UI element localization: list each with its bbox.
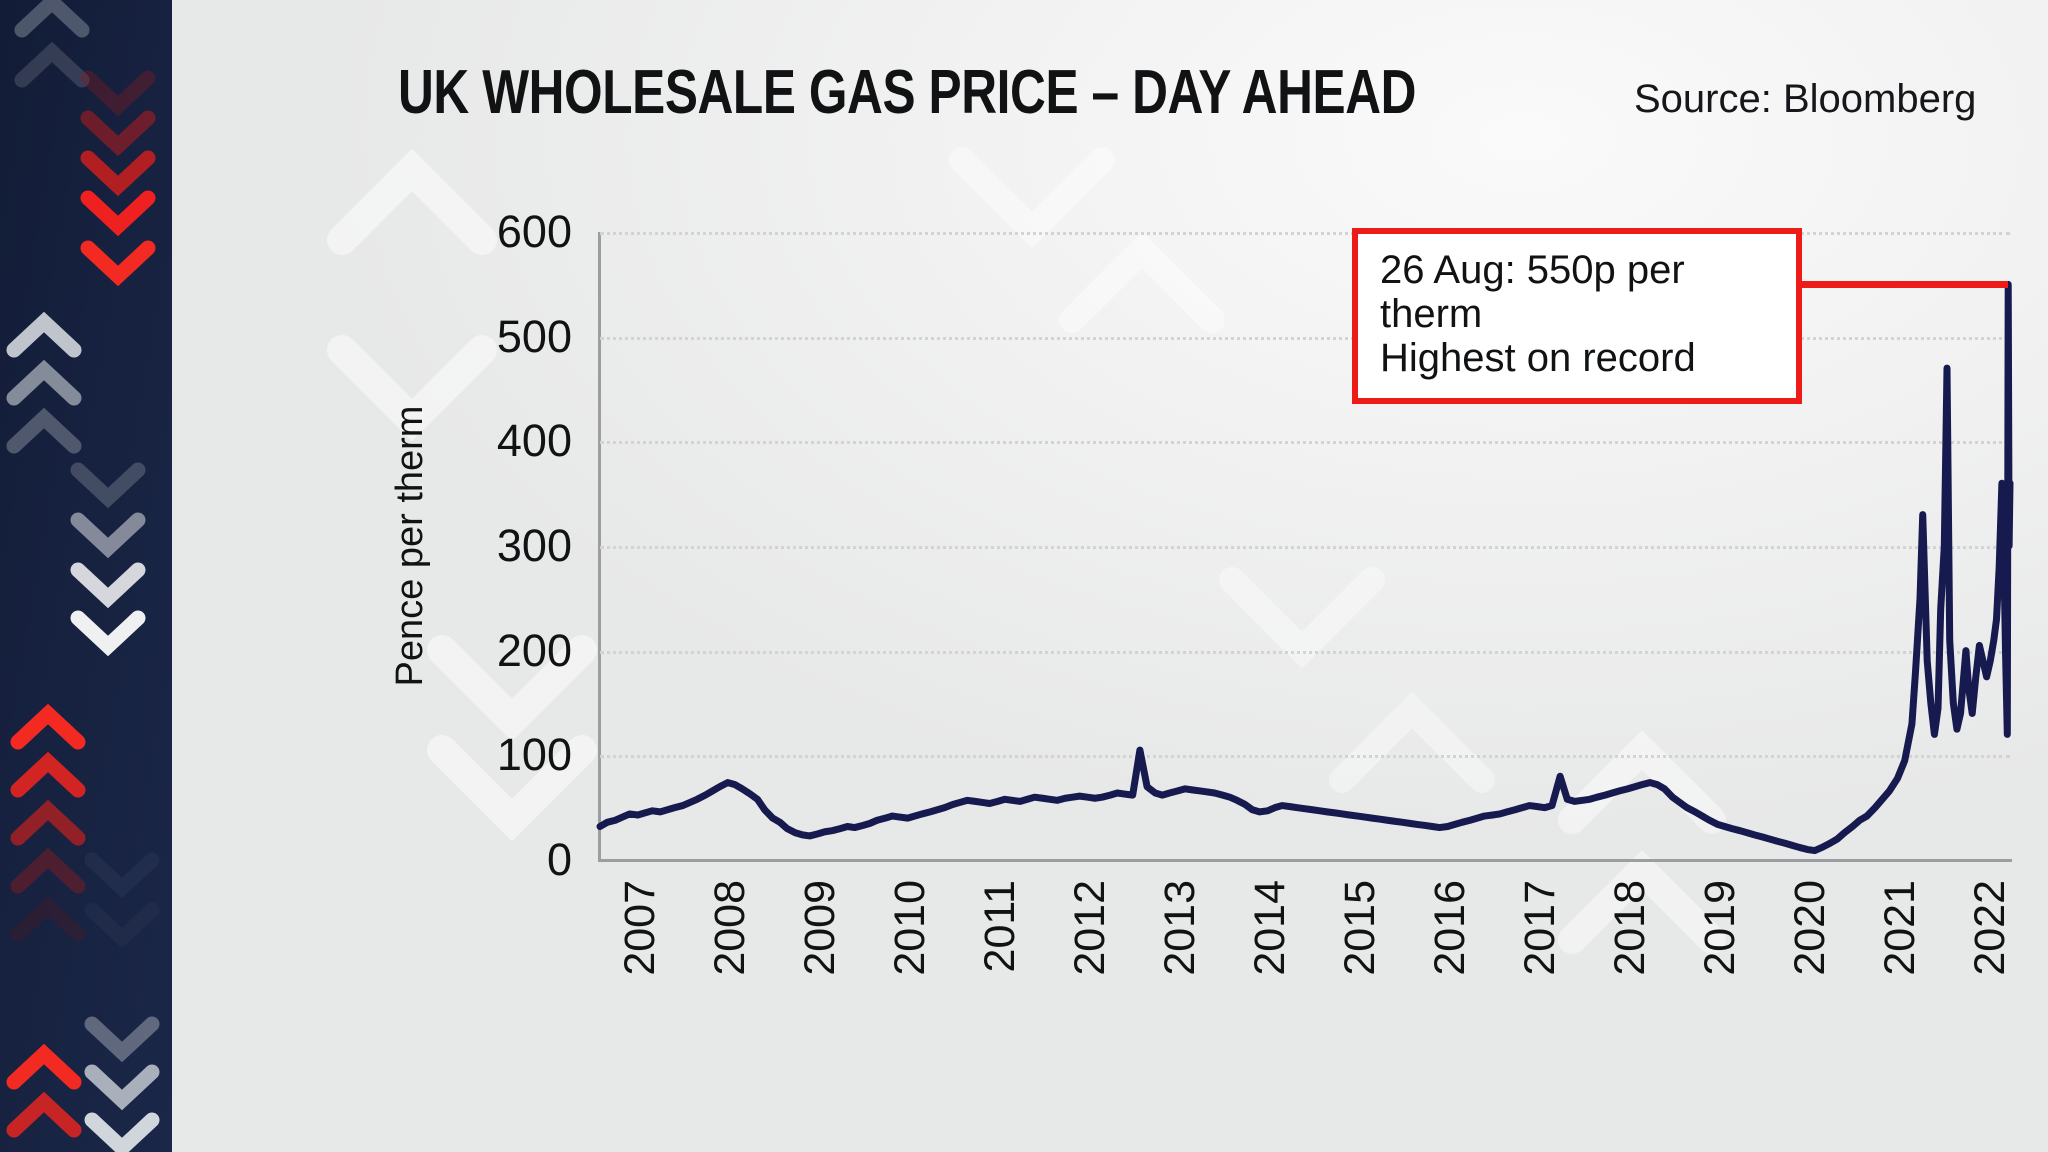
chart-panel: UK WHOLESALE GAS PRICE – DAY AHEAD Sourc… (172, 0, 2048, 1152)
series-path (596, 280, 2014, 855)
plot-area (596, 232, 2014, 860)
x-axis-tick-label: 2011 (975, 880, 1024, 973)
gridline (600, 441, 2010, 445)
source-label: Source: Bloomberg (1634, 77, 1977, 121)
x-axis-spine (598, 859, 2012, 862)
x-axis-tick-label: 2022 (1965, 880, 2014, 976)
x-axis-tick-label: 2009 (795, 880, 844, 976)
y-axis-tick-label: 200 (496, 624, 572, 676)
x-axis-tick-label: 2012 (1065, 880, 1114, 976)
annotation-line-2: therm (1380, 292, 1483, 336)
x-axis-tick-label: 2020 (1785, 880, 1834, 976)
gridline (600, 232, 2010, 235)
gridline (600, 650, 2010, 654)
x-axis-tick-label: 2015 (1335, 880, 1384, 976)
page-title: UK WHOLESALE GAS PRICE – DAY AHEAD (398, 58, 1417, 127)
annotation-connector-line (1802, 281, 2009, 289)
x-axis-tick-label: 2017 (1515, 880, 1564, 976)
y-axis-spine (598, 232, 601, 862)
x-axis-tick-label: 2019 (1695, 880, 1744, 976)
annotation-callout: 26 Aug: 550p per therm Highest on record (1352, 228, 1802, 404)
gridline (600, 755, 2010, 759)
price-line-series (596, 280, 2014, 855)
y-axis-tick-label: 600 (496, 206, 572, 257)
x-axis-tick-label: 2013 (1155, 880, 1204, 976)
chevron-pattern-icon (6, 0, 160, 1152)
y-axis-tick-label: 100 (496, 729, 572, 781)
annotation-line-1: 26 Aug: 550p per (1380, 248, 1685, 292)
y-axis-tick-label: 0 (546, 834, 572, 885)
y-axis-tick-label: 500 (496, 310, 572, 362)
decorative-sidebar (0, 0, 172, 1152)
watermark-chevrons-bottom-icon (427, 635, 597, 842)
x-axis-tick-label: 2014 (1245, 880, 1294, 976)
annotation-line-3: Highest on record (1380, 336, 1696, 380)
watermark-chevrons-left-icon (327, 148, 497, 442)
gridline (600, 336, 2010, 340)
x-axis-tick-label: 2016 (1425, 880, 1474, 976)
x-axis-tick-label: 2008 (705, 880, 754, 976)
y-axis-tick-label: 300 (496, 520, 572, 571)
gridline (600, 546, 2010, 549)
y-axis-tick-label: 400 (496, 415, 572, 467)
x-axis-tick-label: 2021 (1875, 880, 1924, 976)
x-axis-tick-label: 2018 (1605, 880, 1654, 976)
watermark-chevrons-mid-icon (949, 147, 1225, 333)
x-axis-tick-label: 2007 (616, 880, 664, 976)
x-axis-tick-label: 2010 (885, 880, 934, 976)
